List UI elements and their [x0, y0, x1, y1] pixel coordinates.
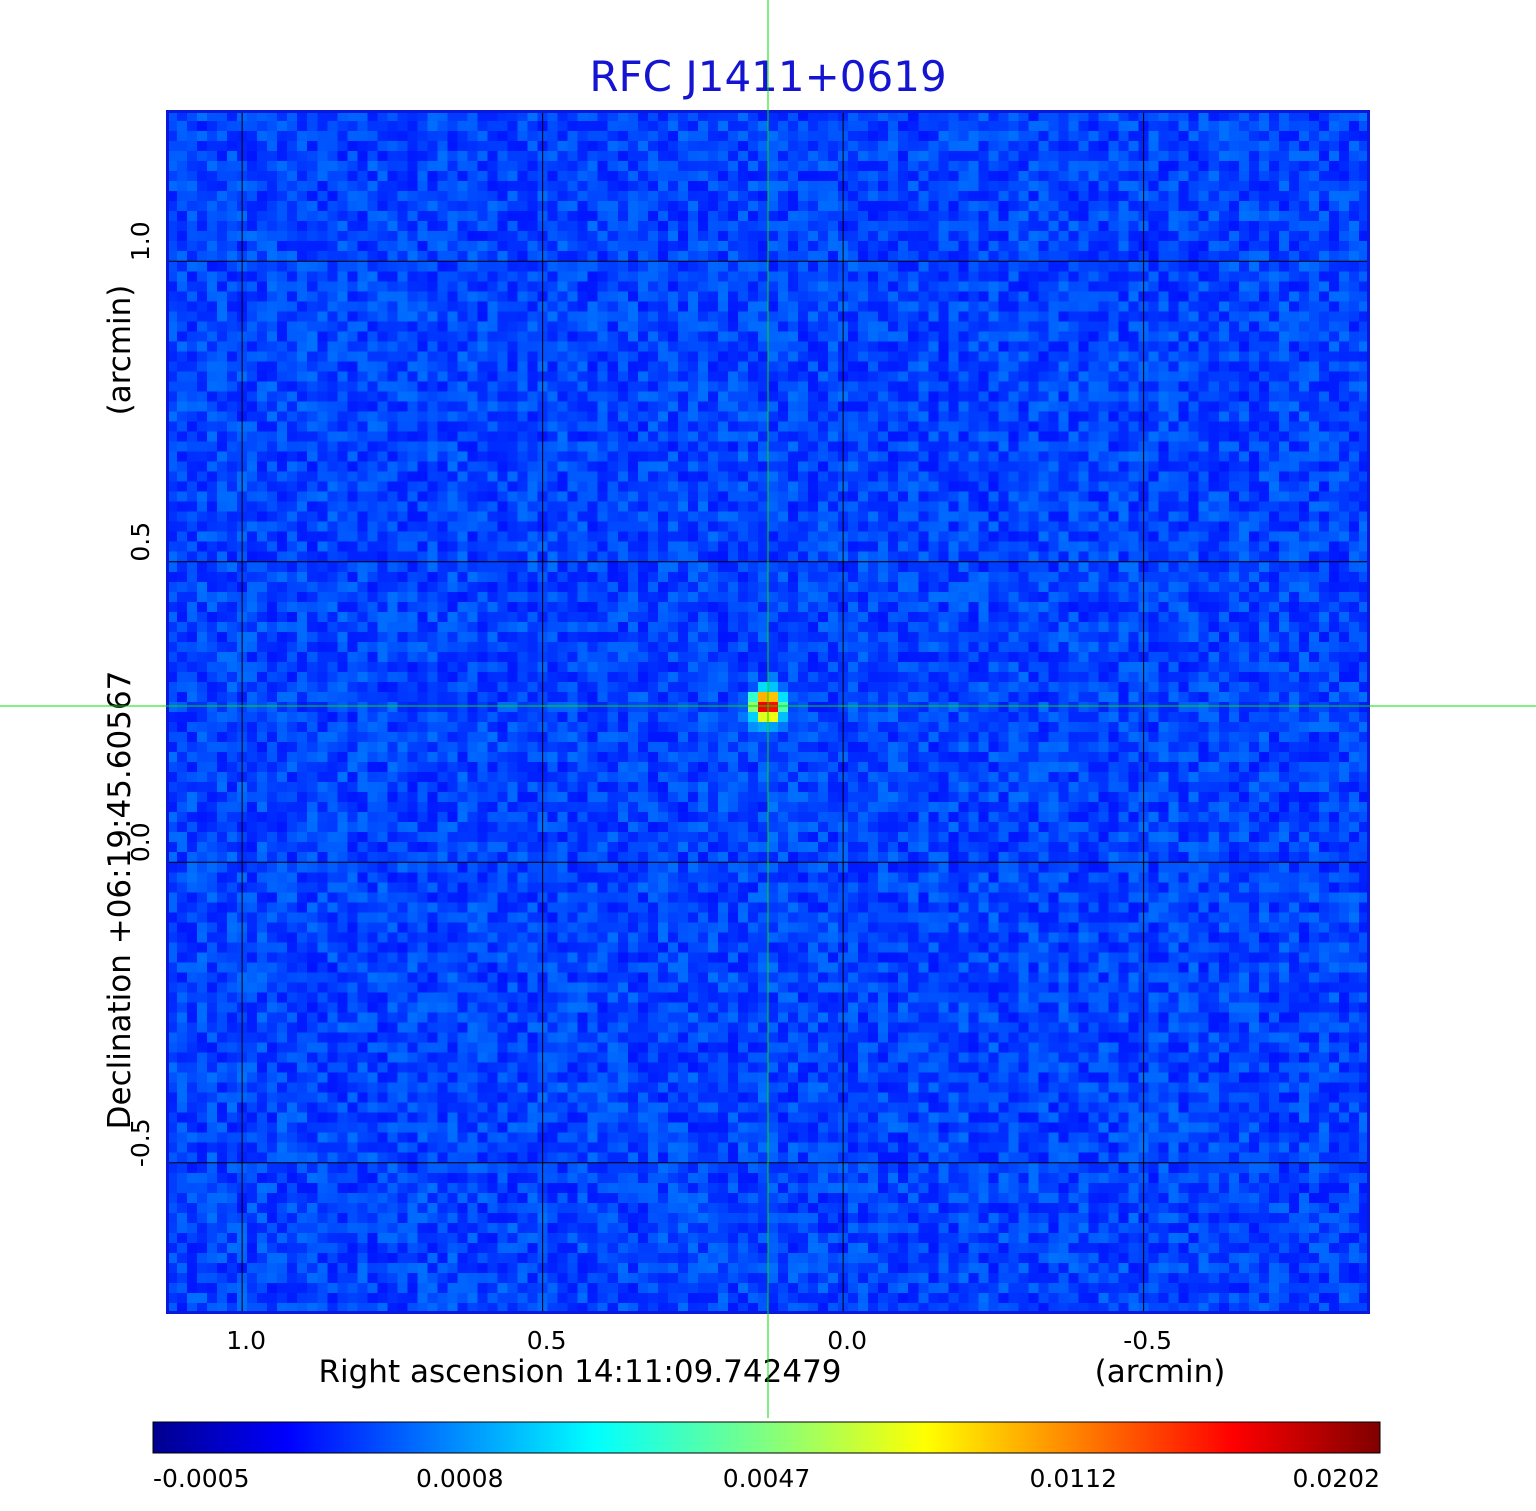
y-tick-label: 0.5 — [126, 522, 155, 562]
y-tick-label: -0.5 — [126, 1118, 155, 1167]
x-tick-label: 0.0 — [827, 1326, 867, 1355]
x-tick-labels: 1.0 0.5 0.0 -0.5 — [226, 1326, 1172, 1355]
colorbar-tick-label: -0.0005 — [153, 1464, 250, 1493]
colorbar-tick-labels: -0.0005 0.0008 0.0047 0.0112 0.0202 — [153, 1464, 1380, 1493]
colorbar — [152, 1421, 1381, 1454]
x-tick-label: 1.0 — [226, 1326, 266, 1355]
y-tick-labels: 1.0 0.5 0.0 -0.5 — [126, 221, 155, 1167]
y-tick-label: 1.0 — [126, 221, 155, 261]
x-tick-label: 0.5 — [527, 1326, 567, 1355]
x-tick-label: -0.5 — [1123, 1326, 1172, 1355]
colorbar-tick-label: 0.0047 — [723, 1464, 810, 1493]
colorbar-tick-label: 0.0202 — [1293, 1464, 1380, 1493]
y-axis-label: Declination +06:19:45.60567 — [102, 671, 138, 1130]
x-axis-unit: (arcmin) — [1095, 1354, 1226, 1390]
colorbar-tick-label: 0.0008 — [416, 1464, 503, 1493]
crosshair — [0, 0, 1536, 1418]
x-axis-label: Right ascension 14:11:09.742479 — [318, 1354, 841, 1390]
y-axis-unit: (arcmin) — [102, 285, 138, 416]
y-tick-label: 0.0 — [126, 822, 155, 862]
colorbar-tick-label: 0.0112 — [1030, 1464, 1117, 1493]
